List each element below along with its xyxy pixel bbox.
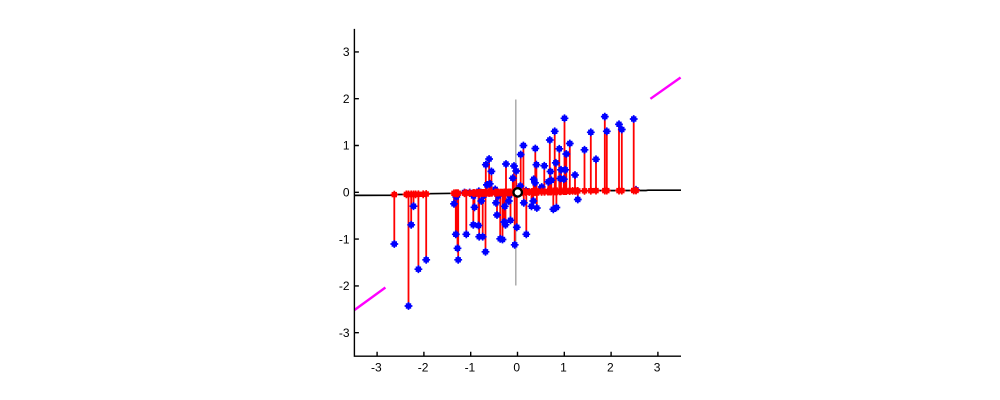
svg-text:2: 2: [343, 92, 350, 106]
svg-text:0: 0: [343, 186, 350, 200]
svg-text:-3: -3: [371, 360, 382, 374]
svg-text:3: 3: [654, 360, 661, 374]
svg-text:-1: -1: [339, 232, 350, 246]
svg-text:2: 2: [607, 360, 614, 374]
svg-text:-2: -2: [418, 360, 429, 374]
svg-text:1: 1: [560, 360, 567, 374]
svg-text:1: 1: [343, 139, 350, 153]
svg-text:-1: -1: [465, 360, 476, 374]
svg-text:-2: -2: [339, 279, 350, 293]
svg-text:0: 0: [513, 360, 520, 374]
svg-text:-3: -3: [339, 326, 350, 340]
svg-text:3: 3: [343, 45, 350, 59]
